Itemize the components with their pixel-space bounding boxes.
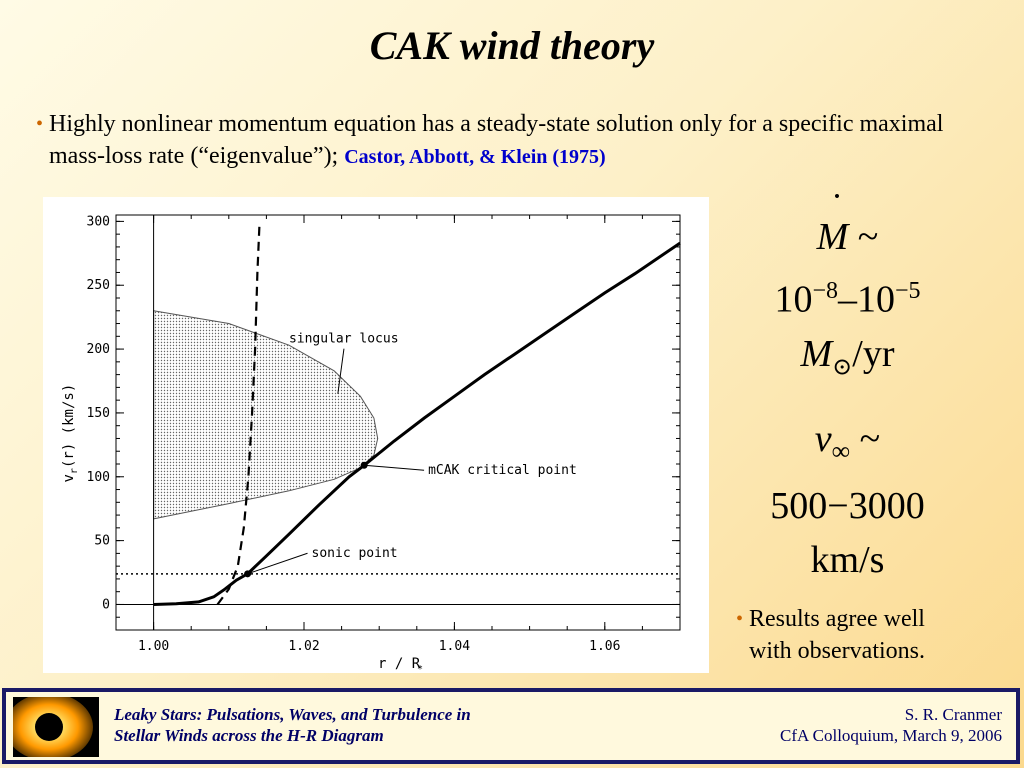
y-tick-label: 300 bbox=[87, 214, 110, 229]
infinity-subscript: ∞ bbox=[831, 436, 851, 466]
bullet-marker: • bbox=[36, 113, 44, 135]
mdot-base1: 10 bbox=[774, 278, 813, 321]
bullet-1: • Highly nonlinear momentum equation has… bbox=[36, 108, 996, 173]
slide-title: CAK wind theory bbox=[369, 23, 655, 68]
y-tick-label: 200 bbox=[87, 342, 110, 357]
x-tick-label: 1.06 bbox=[589, 639, 620, 654]
annotation-leader bbox=[364, 464, 425, 471]
vinf-sim: ~ bbox=[859, 418, 881, 460]
x-tick-label: 1.02 bbox=[288, 639, 319, 654]
velocity-plot: 1.00 1.02 1.04 1.06 0 50 100 150 200 250 300 singul… bbox=[43, 197, 709, 673]
plot-frame bbox=[115, 214, 681, 631]
mdot-exp2: −5 bbox=[895, 278, 921, 304]
bullet-1-body: Highly nonlinear momentum equation has a… bbox=[49, 111, 944, 169]
bullet-2-line-2: with observations. bbox=[749, 638, 925, 664]
annotation-leader bbox=[337, 348, 345, 394]
sonic-point-marker bbox=[244, 570, 252, 578]
bullet-1-text: Highly nonlinear momentum equation has a… bbox=[49, 108, 996, 173]
critical-point-label: mCAK critical point bbox=[428, 463, 577, 478]
vinf-range: 500−3000 bbox=[770, 484, 925, 527]
y-axis-label: vr(r) (km/s) bbox=[61, 384, 80, 483]
vinf-unit: km/s bbox=[810, 538, 885, 581]
mdot-dash: – bbox=[838, 278, 857, 321]
terminal-velocity-formula: v∞ ~ 500−3000 km/s bbox=[735, 412, 960, 587]
x-axis-label: r / R bbox=[378, 656, 421, 672]
mdot-unit: M⊙/yr bbox=[735, 327, 960, 395]
bullet-2: • Results agree well with observations. bbox=[736, 603, 925, 667]
venue-date: CfA Colloquium, March 9, 2006 bbox=[780, 726, 1002, 745]
x-tick-label: 1.00 bbox=[138, 639, 169, 654]
eclipse-graphic bbox=[13, 697, 99, 757]
singular-locus-region bbox=[153, 310, 379, 520]
msun-symbol: M bbox=[800, 332, 833, 375]
footer-bar: Leaky Stars: Pulsations, Waves, and Turb… bbox=[2, 688, 1020, 764]
moon-disk bbox=[35, 713, 63, 741]
mdot-range: 10−8–10−5 bbox=[735, 264, 960, 327]
sonic-point-label: sonic point bbox=[312, 546, 398, 561]
author-info: S. R. Cranmer CfA Colloquium, March 9, 2… bbox=[780, 704, 1002, 746]
mdot-exp1: −8 bbox=[812, 278, 838, 304]
y-tick-label: 0 bbox=[102, 597, 110, 612]
vinf-line: v∞ ~ bbox=[735, 412, 960, 479]
talk-title-line-1: Leaky Stars: Pulsations, Waves, and Turb… bbox=[114, 705, 471, 724]
talk-title: Leaky Stars: Pulsations, Waves, and Turb… bbox=[114, 704, 471, 746]
wind-velocity-curve bbox=[153, 241, 681, 606]
y-tick-label: 150 bbox=[87, 406, 110, 421]
sun-subscript: ⊙ bbox=[832, 354, 853, 381]
per-year: /yr bbox=[852, 332, 895, 375]
y-tick-label: 50 bbox=[94, 534, 110, 549]
bullet-2-text: Results agree well with observations. bbox=[749, 603, 925, 667]
x-tick-label: 1.04 bbox=[439, 639, 470, 654]
chart-svg: 1.00 1.02 1.04 1.06 0 50 100 150 200 250 300 singul… bbox=[61, 214, 681, 673]
talk-title-line-2: Stellar Winds across the H-R Diagram bbox=[114, 726, 384, 745]
singular-locus-label: singular locus bbox=[289, 332, 399, 347]
mdot-base2: 10 bbox=[857, 278, 895, 321]
annotation-leader bbox=[247, 552, 308, 575]
mdot-line: M ˙ ~ bbox=[735, 186, 960, 264]
bullet-marker: • bbox=[736, 608, 744, 630]
y-tick-label: 100 bbox=[87, 470, 110, 485]
mdot-symbol: M ˙ bbox=[817, 186, 849, 264]
v-symbol: v bbox=[814, 418, 832, 460]
bullet-2-line-1: Results agree well bbox=[749, 606, 925, 632]
y-tick-label: 250 bbox=[87, 278, 110, 293]
mdot-sim: ~ bbox=[857, 216, 879, 258]
mass-loss-formula: M ˙ ~ 10−8–10−5 M⊙/yr bbox=[735, 186, 960, 395]
eclipse-image bbox=[13, 697, 99, 757]
author-name: S. R. Cranmer bbox=[904, 705, 1002, 724]
mdot-dot: ˙ bbox=[830, 186, 844, 228]
x-axis-label-sub: * bbox=[417, 664, 423, 673]
citation: Castor, Abbott, & Klein (1975) bbox=[344, 146, 606, 168]
